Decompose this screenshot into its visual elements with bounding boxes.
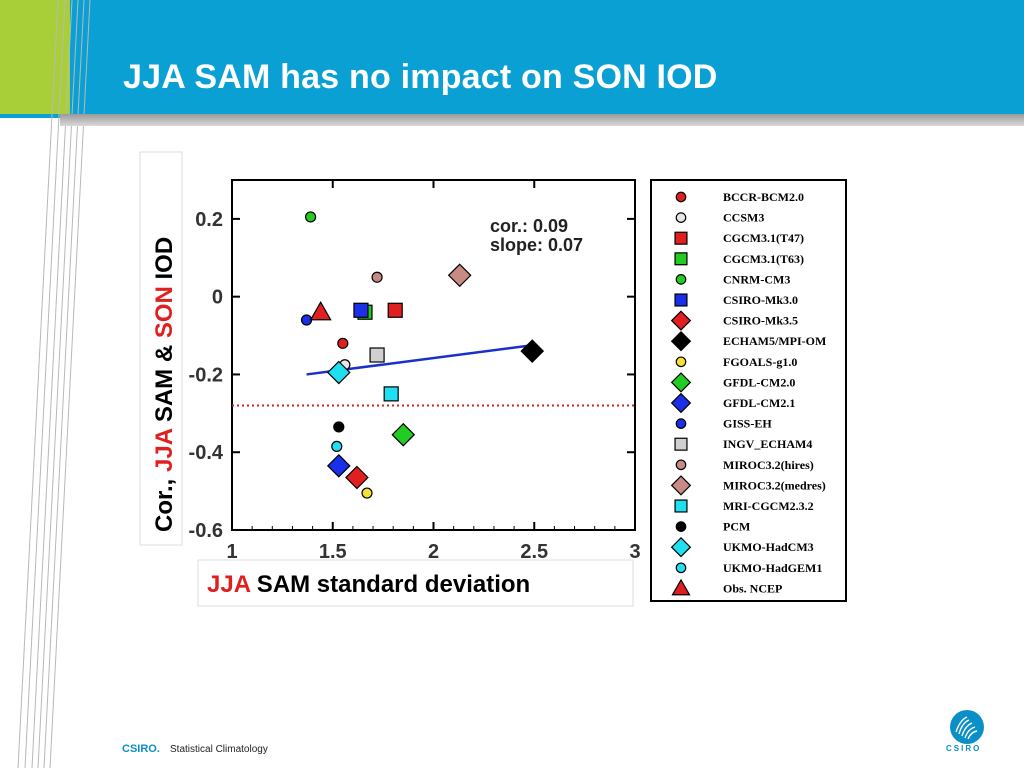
legend-label: CSIRO-Mk3.0 [723,293,798,307]
csiro-logo-icon [950,710,984,744]
legend-label: PCM [723,520,750,534]
x-tick-label: 1 [226,541,237,563]
data-point-pcm [333,421,345,433]
ylabel-part-1: Cor., [151,472,178,532]
axis-ticks [231,180,636,531]
y-tick-label: -0.6 [189,520,223,542]
data-point-ukmo-hadcm3 [326,360,351,385]
legend-marker [675,418,687,429]
accent-bar [0,0,70,114]
xlabel-part-2: SAM standard deviation [250,571,530,598]
legend-marker [675,562,687,574]
legend-label: CGCM3.1(T63) [723,252,804,266]
ylabel-part-3: SAM & [151,338,178,429]
legend-marker [670,372,692,393]
legend-marker [670,537,692,558]
footer-text: Statistical Climatology [170,744,268,755]
legend-label: MRI-CGCM2.3.2 [723,499,814,513]
y-tick-label: 0.2 [195,209,223,231]
legend-marker [674,231,688,245]
x-tick-label: 3 [629,541,640,563]
plot-frame [231,179,636,531]
legend-label: UKMO-HadCM3 [723,540,814,554]
legend-label: MIROC3.2(hires) [723,458,814,472]
legend-marker [675,212,687,223]
xlabel-box [197,559,634,607]
data-point-bccr-bcm2-0 [337,337,349,349]
slope-annotation: slope: 0.07 [490,235,583,255]
footer-brand: CSIRO. [122,743,160,755]
x-tick-label: 2 [428,541,439,563]
axis-tick-labels: 1 1.5 2 2.5 3 0.2 0 -0.2 -0.4 -0.6 [189,209,641,563]
legend-label: GISS-EH [723,417,772,431]
legend-label: UKMO-HadGEM1 [723,561,822,575]
y-tick-label: -0.2 [189,364,223,386]
xlabel-part-1: JJA [207,571,251,598]
y-tick-label: 0 [212,287,223,309]
legend-label: Obs. NCEP [723,581,782,595]
x-axis-label: JJA SAM standard deviation [207,571,530,598]
ylabel-part-5: IOD [151,237,178,286]
legend-label: CGCM3.1(T47) [723,231,804,245]
legend-marker [675,459,687,471]
data-point-csiro-mk3-5 [345,465,369,490]
y-tick-label: -0.4 [189,442,224,464]
legend-marker [674,499,688,513]
legend-marker [671,578,691,596]
x-tick-label: 2.5 [520,541,548,563]
legend: BCCR-BCM2.0 CCSM3 CGCM3.1(T47) CGCM3.1(T63)… [670,190,826,596]
legend-label: ECHAM5/MPI-OM [723,334,826,348]
legend-marker [670,331,692,352]
data-point-gfdl-cm2-1 [326,453,351,478]
cor-annotation: cor.: 0.09 [490,216,568,236]
y-axis-label: Cor., JJA SAM & SON IOD [151,237,178,532]
header-bar [0,0,1024,118]
data-point-cnrm-cm3 [304,211,317,223]
data-point-ukmo-hadgem1 [331,440,343,452]
data-point-obs-ncep [309,301,332,321]
legend-label: CNRM-CM3 [723,272,790,286]
ylabel-part-4: SON [151,286,178,338]
legend-marker [670,392,692,414]
legend-marker [675,356,687,368]
data-point-ingv-echam4 [369,347,385,363]
decorative-stripes [17,0,91,768]
data-point-mri-cgcm2-3-2 [383,386,399,402]
data-point-echam5-mpi-om [520,339,545,363]
legend-label: CCSM3 [723,211,764,225]
legend-label: BCCR-BCM2.0 [723,190,804,204]
legend-label: MIROC3.2(medres) [723,478,826,492]
legend-label: FGOALS-g1.0 [723,355,797,369]
data-point-cgcm3-1-t47- [387,302,403,318]
legend-label: CSIRO-Mk3.5 [723,314,798,328]
legend-marker [670,310,692,331]
legend-marker [675,274,687,285]
ylabel-part-2: JJA [151,428,178,472]
legend-label: GFDL-CM2.1 [723,396,795,410]
data-point-fgoals-g1-0 [361,487,373,499]
data-point-miroc3-2-medres- [447,263,472,288]
x-tick-label: 1.5 [319,541,347,563]
data-points [300,211,545,499]
ylabel-box [139,151,183,546]
header-divider [60,114,1024,126]
data-point-csiro-mk3-0 [353,302,369,318]
legend-label: GFDL-CM2.0 [723,375,795,389]
legend-marker [674,293,688,307]
data-point-gfdl-cm2-0 [391,422,416,447]
slide-title: JJA SAM has no impact on SON IOD [123,58,718,96]
legend-marker [674,252,688,266]
legend-marker [675,521,687,532]
legend-marker [675,191,687,203]
logo-text: CSIRO [946,744,982,753]
legend-marker [670,475,692,496]
data-point-miroc3-2-hires- [371,271,383,283]
legend-marker [674,437,688,451]
legend-label: INGV_ECHAM4 [723,437,812,451]
